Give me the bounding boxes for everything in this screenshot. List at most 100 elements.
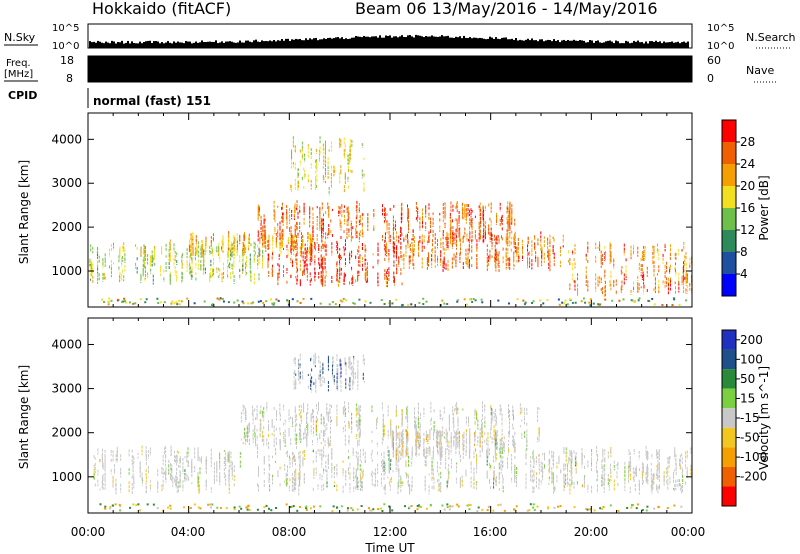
nsky-bar bbox=[485, 39, 487, 48]
nsky-bar bbox=[307, 39, 309, 48]
nave-tick-bottom: 0 bbox=[707, 72, 714, 85]
x-tick-label-5: 20:00 bbox=[574, 525, 609, 539]
nsky-bar bbox=[121, 40, 123, 48]
nsky-bar bbox=[357, 36, 359, 48]
nsky-bar bbox=[429, 36, 431, 48]
nsky-bar bbox=[319, 39, 321, 48]
nsky-bar bbox=[113, 41, 115, 48]
nsky-bar bbox=[253, 40, 255, 48]
nsky-bar bbox=[479, 37, 481, 48]
nsky-bar bbox=[529, 40, 531, 48]
nsky-bar bbox=[159, 43, 161, 48]
nsky-bar bbox=[267, 41, 269, 48]
nsky-bar bbox=[315, 37, 317, 48]
velocity-colorbar-label: Velocity [m s^-1] bbox=[757, 366, 771, 470]
nsky-bar bbox=[147, 40, 149, 48]
nsky-bar bbox=[219, 42, 221, 48]
nsearch-tick-bottom: 10^0 bbox=[707, 41, 734, 52]
nsky-bar bbox=[581, 40, 583, 48]
x-tick-label-6: 00:00 bbox=[671, 525, 706, 539]
nsky-bar bbox=[421, 36, 423, 48]
power-colorbar-label: Power [dB] bbox=[757, 175, 771, 240]
nsky-bar bbox=[413, 37, 415, 48]
nsky-bar bbox=[457, 37, 459, 48]
nsky-bar bbox=[625, 40, 627, 48]
nsky-bar bbox=[247, 40, 249, 48]
nsky-bar bbox=[125, 42, 127, 48]
nsky-bar bbox=[477, 38, 479, 48]
x-tick-label-4: 16:00 bbox=[473, 525, 508, 539]
nsky-bar bbox=[149, 40, 151, 48]
nsky-bar bbox=[337, 37, 339, 48]
nsky-bar bbox=[239, 40, 241, 48]
nsky-bar bbox=[637, 40, 639, 48]
nsky-bar bbox=[217, 43, 219, 48]
nsky-bar bbox=[151, 42, 153, 48]
colorbar-tick-label: 4 bbox=[740, 267, 748, 281]
nsky-bar bbox=[537, 41, 539, 48]
nsky-bar bbox=[461, 38, 463, 48]
power-panel: 1000 2000 3000 4000 Slant Range [km] bbox=[17, 112, 693, 308]
nsky-bar bbox=[153, 41, 155, 48]
nsky-bar bbox=[401, 35, 403, 48]
nsky-bar bbox=[425, 36, 427, 48]
nsky-bar bbox=[653, 41, 655, 48]
nsky-bar bbox=[551, 41, 553, 48]
nsky-bar bbox=[375, 36, 377, 48]
nsky-bar bbox=[611, 41, 613, 48]
nsky-bar bbox=[169, 42, 171, 48]
nsky-bar bbox=[655, 40, 657, 48]
nsky-bar bbox=[431, 35, 433, 48]
nsky-bar bbox=[453, 37, 455, 48]
nsky-bar bbox=[259, 42, 261, 48]
nsky-label: N.Sky bbox=[4, 31, 36, 44]
nsky-bar bbox=[287, 38, 289, 48]
xlabel: Time UT bbox=[364, 541, 415, 554]
nsky-bar bbox=[379, 35, 381, 48]
cpid-value: normal (fast) 151 bbox=[93, 94, 211, 108]
nsky-bar bbox=[405, 37, 407, 48]
nsky-bar bbox=[327, 37, 329, 48]
nsky-bar bbox=[515, 38, 517, 48]
nsky-bar bbox=[591, 40, 593, 48]
nsky-bar bbox=[603, 42, 605, 48]
nsky-bar bbox=[279, 40, 281, 48]
y-tick-label: 3000 bbox=[51, 176, 82, 190]
nsky-bar bbox=[617, 41, 619, 48]
nsky-bar bbox=[365, 36, 367, 48]
nsky-bar bbox=[241, 42, 243, 48]
nsky-bar bbox=[249, 41, 251, 48]
nsky-bar bbox=[475, 37, 477, 48]
nsky-bar bbox=[497, 38, 499, 48]
nsky-bar bbox=[621, 43, 623, 48]
nsky-bar bbox=[511, 38, 513, 48]
nsky-bar bbox=[209, 41, 211, 48]
nsky-bar bbox=[569, 40, 571, 48]
nsky-bar bbox=[435, 36, 437, 48]
nsky-bar bbox=[665, 42, 667, 48]
nsky-bar bbox=[533, 40, 535, 48]
nsky-bar bbox=[487, 38, 489, 48]
nsky-bar bbox=[123, 43, 125, 48]
nsky-bar bbox=[119, 42, 121, 48]
nsky-bar bbox=[677, 41, 679, 48]
nsky-bar bbox=[633, 40, 635, 48]
nsky-bar bbox=[157, 41, 159, 48]
nsky-bar bbox=[127, 40, 129, 48]
nsky-bar bbox=[573, 39, 575, 48]
nsky-bar bbox=[465, 37, 467, 48]
nsky-bar bbox=[549, 40, 551, 48]
nsky-bar bbox=[615, 40, 617, 48]
time-axis-labels: 00:00 04:00 08:00 12:00 16:00 20:00 00:0… bbox=[71, 525, 706, 554]
nsky-bar bbox=[423, 37, 425, 48]
nsky-bar bbox=[527, 38, 529, 48]
nsky-bar bbox=[683, 41, 685, 48]
velocity-panel: 1000 2000 3000 4000 Slant Range [km] bbox=[17, 317, 693, 514]
velocity-data bbox=[93, 352, 692, 513]
nsky-bar bbox=[213, 41, 215, 48]
nsky-bar bbox=[579, 40, 581, 48]
nsky-bar bbox=[371, 36, 373, 48]
nsky-bar bbox=[601, 42, 603, 48]
nsky-bar bbox=[407, 35, 409, 48]
